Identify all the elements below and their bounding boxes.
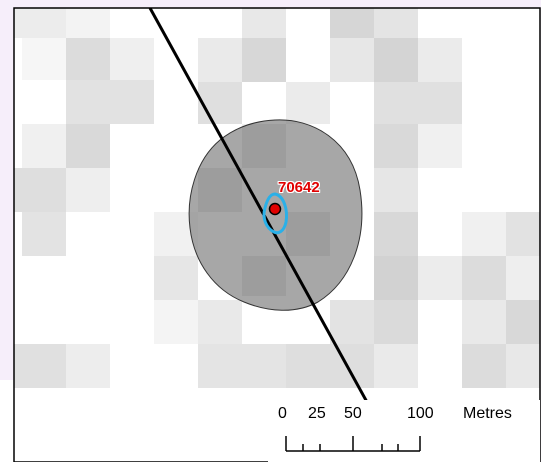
raster-layer: [14, 8, 540, 462]
map-frame: [13, 7, 541, 462]
scale-tick-50: 50: [344, 405, 362, 422]
scale-unit: Metres: [463, 405, 512, 422]
feature-point[interactable]: [268, 202, 282, 216]
scale-tick-25: 25: [308, 405, 326, 422]
scale-tick-0: 0: [278, 405, 287, 422]
buffer-tiles: [198, 124, 330, 296]
scale-bar-graphic: [285, 436, 421, 452]
feature-outline: [262, 192, 288, 235]
scale-tick-100: 100: [407, 405, 434, 422]
raster-tiles: [14, 8, 540, 388]
feature-id-label: 70642: [278, 179, 320, 196]
transect-line: [148, 8, 402, 462]
background-gap: [0, 380, 14, 462]
